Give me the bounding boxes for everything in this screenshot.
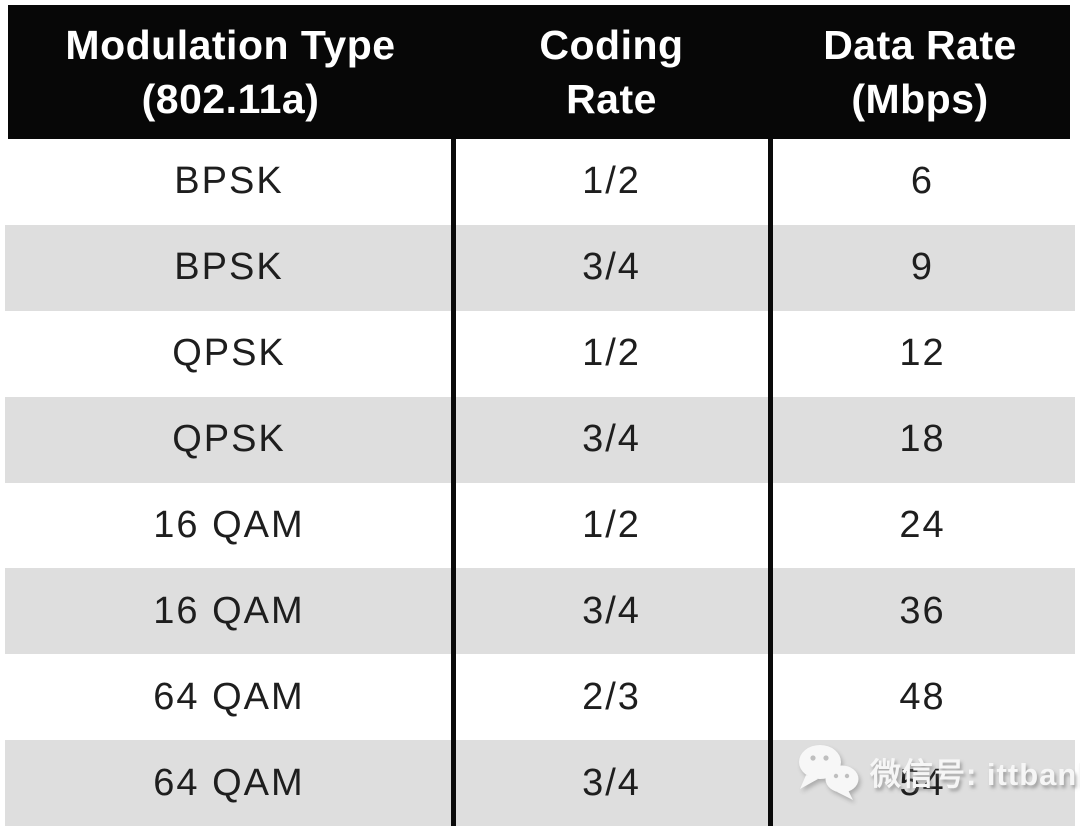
cell-data-rate: 9	[910, 246, 935, 289]
cell-coding-rate: 1/2	[582, 503, 641, 546]
table-row: 64 QAM 3/4 54	[5, 740, 1075, 826]
table-row: 16 QAM 3/4 36	[5, 568, 1075, 655]
cell-data-rate: 48	[899, 675, 946, 718]
cell-coding-rate: 3/4	[582, 418, 641, 461]
cell-modulation: BPSK	[174, 246, 284, 289]
column-header-coding-rate: Coding Rate	[453, 5, 770, 139]
table-row: QPSK 1/2 12	[5, 310, 1075, 397]
column-header-line: (802.11a)	[141, 76, 320, 122]
cell-coding-rate: 1/2	[582, 160, 641, 203]
column-divider	[451, 139, 456, 826]
cell-modulation: QPSK	[172, 332, 286, 375]
column-header-line: (Mbps)	[851, 76, 989, 122]
table-row: BPSK 3/4 9	[5, 224, 1075, 311]
cell-data-rate: 12	[899, 332, 946, 375]
cell-data-rate: 18	[899, 418, 946, 461]
column-header-data-rate: Data Rate (Mbps)	[770, 5, 1070, 139]
cell-modulation: 16 QAM	[153, 503, 305, 546]
column-header-line: Modulation Type	[65, 22, 396, 68]
cell-data-rate: 24	[899, 503, 946, 546]
column-header-line: Data Rate	[823, 22, 1017, 68]
cell-coding-rate: 3/4	[582, 246, 641, 289]
cell-data-rate: 36	[899, 589, 946, 632]
watermark: 微信号: ittbank	[796, 742, 1080, 800]
table-row: 64 QAM 2/3 48	[5, 654, 1075, 741]
column-divider	[768, 139, 773, 826]
table-row: QPSK 3/4 18	[5, 396, 1075, 483]
cell-coding-rate: 3/4	[582, 761, 641, 804]
cell-coding-rate: 1/2	[582, 332, 641, 375]
cell-modulation: QPSK	[172, 418, 286, 461]
table-header: Modulation Type (802.11a) Coding Rate Da…	[8, 5, 1070, 139]
cell-modulation: 64 QAM	[153, 761, 305, 804]
cell-coding-rate: 2/3	[582, 675, 641, 718]
cell-modulation: 64 QAM	[153, 675, 305, 718]
table-row: 16 QAM 1/2 24	[5, 482, 1075, 569]
cell-coding-rate: 3/4	[582, 589, 641, 632]
column-header-line: Coding	[539, 22, 684, 68]
wechat-icon	[799, 745, 859, 800]
table-body: BPSK 1/2 6 BPSK 3/4 9 QPSK 1/2 12 QPSK 3…	[5, 139, 1075, 826]
column-header-modulation-type: Modulation Type (802.11a)	[8, 5, 453, 139]
cell-modulation: 16 QAM	[153, 589, 305, 632]
column-header-line: Rate	[566, 76, 657, 122]
watermark-label: 微信号: ittbank	[870, 756, 1080, 792]
table-row: BPSK 1/2 6	[5, 139, 1075, 225]
cell-data-rate: 54	[899, 761, 946, 804]
cell-data-rate: 6	[910, 160, 935, 203]
cell-modulation: BPSK	[174, 160, 284, 203]
